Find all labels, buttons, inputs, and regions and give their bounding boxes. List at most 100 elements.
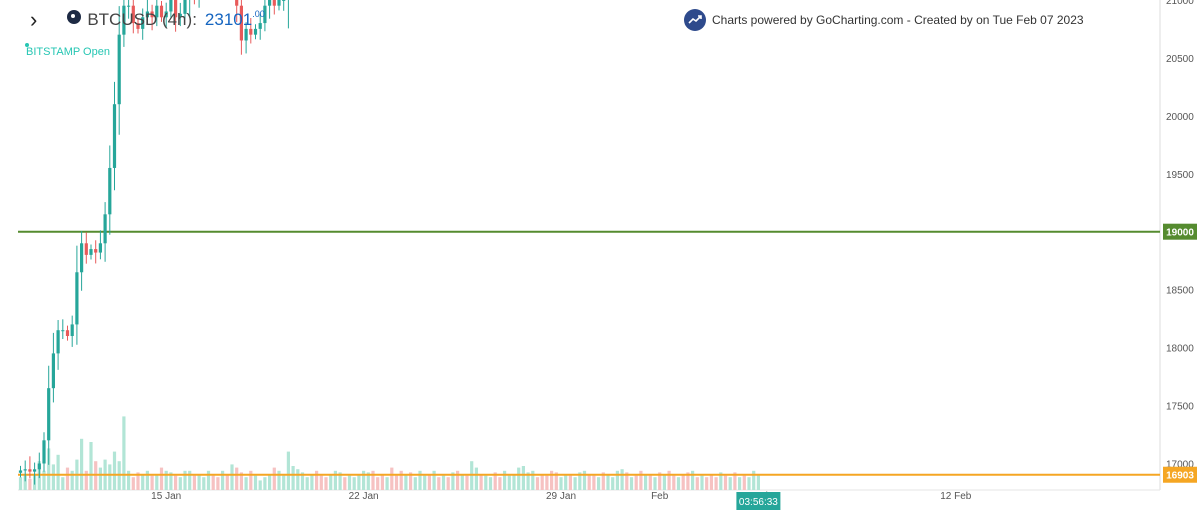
volume-bar [503, 470, 507, 490]
candle-body [249, 28, 253, 35]
countdown-tag [736, 492, 781, 510]
volume-bar [658, 472, 662, 490]
volume-bar [456, 470, 460, 490]
volume-bar [159, 467, 164, 490]
volume-bar [136, 472, 140, 490]
volume-bar [296, 469, 300, 490]
volume-bar [80, 438, 84, 490]
chart-header: › BTCUSD (4h) : 23101 .00 [30, 8, 265, 32]
volume-bar [145, 470, 149, 490]
candle-body [65, 330, 70, 337]
volume-bar [178, 477, 182, 490]
volume-bar [230, 464, 234, 490]
volume-bar [51, 464, 55, 490]
volume-bar [540, 474, 544, 490]
candle-body [127, 5, 131, 7]
candle-body [178, 13, 182, 18]
volume-bar [315, 470, 319, 490]
volume-bar [310, 474, 314, 490]
volume-bar [197, 474, 201, 490]
volume-bar [333, 470, 337, 490]
volume-bar [526, 472, 530, 490]
candle-body [18, 470, 23, 473]
volume-bar [300, 472, 305, 490]
candle-body [89, 249, 93, 255]
volume-bar [329, 474, 333, 490]
volume-bar [352, 477, 356, 490]
branding-text: Charts powered by GoCharting.com - Creat… [712, 13, 1084, 27]
volume-bar [89, 442, 93, 490]
x-tick-label: 12 Feb [940, 491, 972, 502]
volume-bar [432, 470, 436, 490]
volume-bar [42, 470, 46, 490]
volume-bar [728, 477, 732, 490]
volume-bar [18, 477, 23, 490]
candle-body [103, 214, 107, 244]
candle-body [258, 23, 262, 29]
volume-bar [84, 470, 88, 490]
volume-bar [615, 470, 619, 490]
volume-bar [676, 477, 681, 490]
volume-bar [390, 467, 394, 490]
symbol-name[interactable]: BTCUSD (4h) [87, 10, 193, 29]
volume-bar [597, 477, 601, 490]
volume-bar [648, 475, 652, 490]
branding: Charts powered by GoCharting.com - Creat… [684, 8, 1084, 32]
volume-bar [380, 474, 384, 490]
volume-bar [512, 474, 516, 490]
volume-bar [357, 474, 361, 490]
volume-bar [582, 470, 587, 490]
volume-bar [695, 477, 699, 490]
y-tick-label: 20000 [1166, 112, 1194, 123]
gocharting-logo-icon [684, 9, 706, 31]
volume-bar [437, 477, 441, 490]
volume-bar [705, 477, 709, 490]
volume-bar [441, 475, 446, 490]
candle-body [169, 0, 173, 12]
y-tick-label: 17000 [1166, 460, 1194, 471]
candle-body [253, 28, 258, 35]
volume-bar [427, 474, 431, 490]
candle-body [42, 440, 46, 464]
volume-bar [347, 475, 352, 490]
candle-body [141, 17, 145, 29]
volume-bar [47, 448, 51, 490]
candle-body [112, 104, 117, 168]
volume-bar [634, 475, 638, 490]
candle-body [131, 5, 135, 24]
volume-bar [150, 475, 154, 490]
volume-bar [465, 475, 469, 490]
volume-bar [606, 474, 610, 490]
volume-bar [239, 472, 243, 490]
y-tick-label: 18500 [1166, 286, 1194, 297]
volume-bar [127, 470, 131, 490]
candle-body [61, 330, 65, 332]
volume-bar [629, 477, 634, 490]
symbol-separator: : [192, 10, 197, 29]
volume-bar [202, 477, 206, 490]
volume-bar [28, 478, 32, 490]
candle-body [94, 249, 98, 253]
volume-bar [277, 470, 281, 490]
volume-bar [531, 470, 535, 490]
volume-bar [291, 466, 295, 490]
volume-bar [23, 475, 27, 490]
symbol-icon [67, 10, 82, 24]
candle-body [159, 5, 164, 18]
volume-bar [319, 475, 323, 490]
candle-body [122, 5, 126, 35]
x-tick-label: 29 Jan [546, 491, 576, 502]
volume-bar [545, 475, 549, 490]
volume-bar [611, 477, 615, 490]
volume-bar [174, 475, 178, 490]
volume-bar [65, 467, 70, 490]
candle-body [277, 0, 281, 6]
volume-bar [592, 475, 596, 490]
symbol-price: 23101 [204, 10, 253, 29]
y-tick-label: 21000 [1166, 0, 1194, 7]
chevron-right-icon[interactable]: › [30, 7, 38, 32]
countdown-label: 03:56:33 [739, 497, 778, 508]
